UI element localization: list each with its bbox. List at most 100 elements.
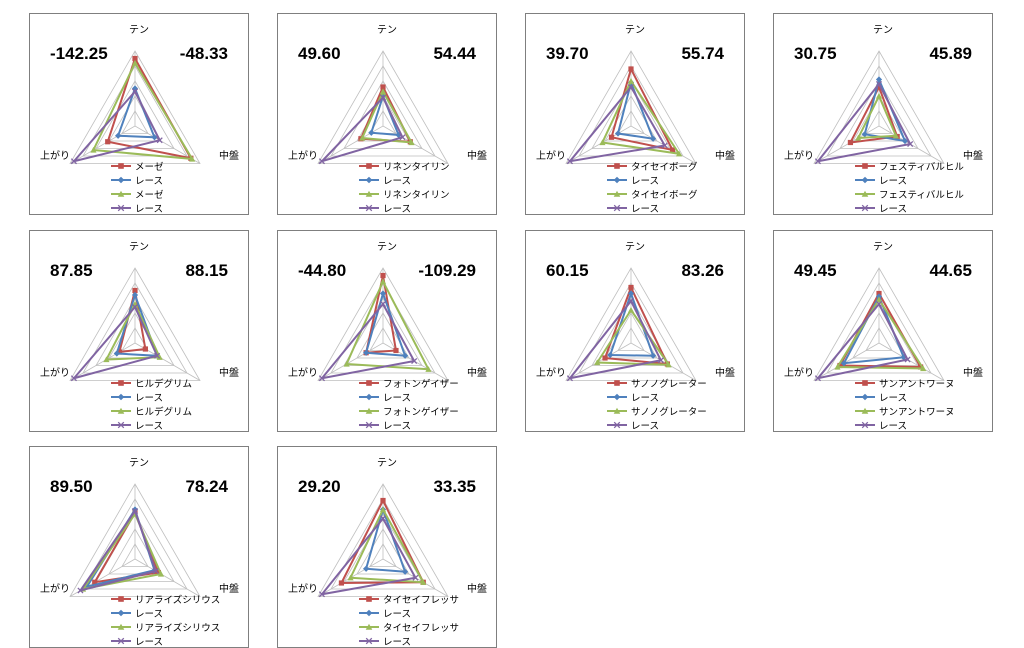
data-point (408, 139, 415, 146)
legend-item: レース (854, 201, 964, 215)
legend-label: タイセイボーグ (631, 190, 698, 201)
legend-item: メーゼ (110, 187, 164, 201)
data-point (116, 349, 123, 355)
axis-label-ten: テン (873, 242, 893, 253)
legend-item: レース (110, 173, 164, 187)
legend-swatch (855, 190, 875, 197)
data-point (359, 134, 366, 141)
axis-spoke (317, 342, 384, 381)
series-line (856, 93, 898, 140)
series-line (815, 302, 910, 380)
legend-item: レース (358, 418, 459, 432)
legend-label: レース (383, 421, 412, 432)
legend-item: レース (358, 201, 450, 214)
legend-label: レース (879, 204, 908, 215)
axis-label-ten: テン (129, 242, 149, 253)
radar-chart-panel: テン 中盤 上がり 87.85 88.15 ヒルデグリム レース ヒルデグリム レース (29, 230, 249, 432)
data-point (318, 591, 326, 598)
right-value: 54.44 (433, 44, 476, 63)
legend-item: リネンタイリン (358, 159, 450, 173)
legend-item: レース (606, 390, 707, 404)
data-point (566, 375, 574, 382)
axis-spoke (69, 125, 136, 164)
grid-ring (330, 498, 436, 590)
axis-label-chuban: 中盤 (219, 584, 239, 595)
axis-label-agari: 上がり (288, 368, 318, 379)
legend-item: サノノグレーター (606, 376, 707, 390)
grid-ring (330, 65, 436, 157)
data-point (602, 355, 608, 361)
legend-label: フェスティバルヒル (879, 162, 964, 173)
grid-ring (82, 498, 188, 590)
left-value: 39.70 (546, 44, 589, 63)
data-point (855, 134, 862, 141)
data-point (892, 132, 899, 139)
radar-plot (317, 50, 449, 165)
series-line (848, 84, 899, 144)
axis-label-agari: 上がり (288, 584, 318, 595)
legend-label: ヒルデグリム (135, 379, 193, 390)
legend-item: タイセイフレッサ (358, 620, 459, 634)
data-point (875, 300, 883, 308)
data-point (189, 155, 196, 162)
data-point (904, 356, 911, 363)
legend-label: タイセイボーグ (631, 162, 698, 173)
data-point (861, 131, 868, 138)
grid-ring (826, 65, 932, 157)
axis-spoke (813, 125, 880, 164)
grid-ring (852, 95, 906, 142)
legend-item: タイセイボーグ (606, 187, 698, 201)
radar-chart-panel: テン 中盤 上がり 30.75 45.89 フェスティバルヒル レース フェスティバルヒル レー… (773, 13, 993, 215)
radar-plot (813, 267, 945, 382)
right-value: 33.35 (433, 477, 476, 496)
legend-item: ヒルデグリム (110, 376, 192, 390)
data-point (379, 515, 387, 522)
data-point (156, 137, 163, 144)
data-point (92, 579, 98, 585)
axis-label-chuban: 中盤 (715, 151, 735, 162)
radar-chart-panel: テン 中盤 上がり 39.70 55.74 タイセイボーグ レース タイセイボーグ レース (525, 13, 745, 215)
legend: リネンタイリン レース リネンタイリン レース (358, 159, 450, 214)
data-point (657, 357, 664, 364)
radar-chart-panel: テン 中盤 上がり -142.25 -48.33 メーゼ レース メーゼ レース (29, 13, 249, 215)
legend-label: タイセイフレッサ (383, 595, 460, 606)
data-point (70, 375, 78, 382)
grid-ring (604, 312, 658, 359)
legend-item: レース (358, 634, 459, 647)
axis-label-ten: テン (625, 25, 645, 36)
axis-label-ten: テン (129, 25, 149, 36)
data-point (599, 139, 606, 146)
data-point (132, 55, 138, 62)
legend-swatch (111, 609, 131, 617)
legend-item: レース (606, 173, 698, 187)
axis-label-chuban: 中盤 (219, 368, 239, 379)
legend-swatch (359, 204, 379, 212)
legend-label: リアライズシリウス (135, 623, 221, 634)
legend-label: レース (135, 609, 164, 620)
legend-swatch (607, 380, 627, 386)
legend-item: メーゼ (110, 159, 164, 173)
right-value: 78.24 (185, 477, 228, 496)
legend-item: リネンタイリン (358, 187, 450, 201)
data-point (363, 565, 370, 572)
data-point (834, 363, 841, 370)
legend-swatch (111, 380, 131, 386)
legend-item: フォトンゲイザー (358, 404, 459, 418)
legend-item: レース (110, 634, 220, 647)
legend-swatch (855, 163, 875, 169)
series-line (603, 284, 670, 366)
data-point (380, 272, 386, 279)
legend-swatch (855, 204, 875, 212)
radar-plot (813, 50, 945, 165)
radar-chart-panel: テン 中盤 上がり -44.80 -109.29 フォトンゲイザー レース フォトンゲイザーレ… (277, 230, 497, 432)
axis-label-chuban: 中盤 (467, 584, 487, 595)
grid-ring (82, 65, 188, 157)
legend: ヒルデグリム レース ヒルデグリム レース (110, 376, 192, 431)
radar-chart-panel: テン 中盤 上がり 29.20 33.35 タイセイフレッサ レース タイセイフレッサ レース (277, 446, 497, 648)
left-value: 60.15 (546, 261, 589, 280)
series-line (80, 511, 163, 591)
legend-label: サンアントワーヌ (879, 407, 955, 418)
right-value: -48.33 (179, 44, 228, 63)
radar-chart-panel: テン 中盤 上がり 49.60 54.44 リネンタイリン レース リネンタイリン レース (277, 13, 497, 215)
series-line (71, 305, 159, 381)
